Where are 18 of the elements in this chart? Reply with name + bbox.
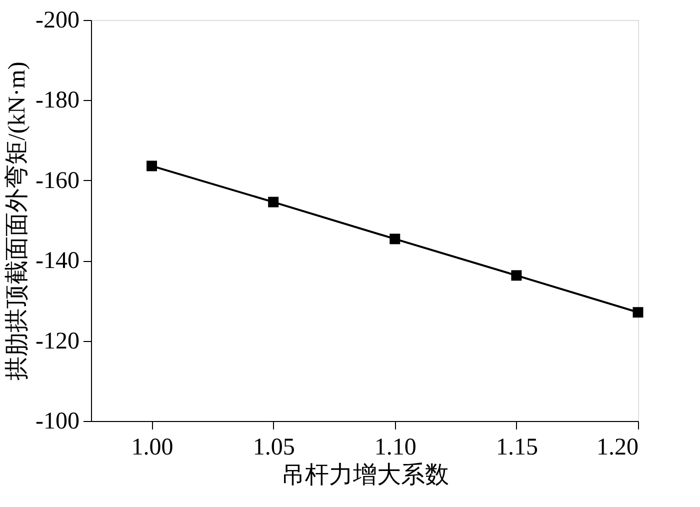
point xyxy=(268,196,279,208)
y-tick-label: -140 xyxy=(36,248,80,274)
x-tick-label: 1.20 xyxy=(596,434,638,460)
point xyxy=(632,307,644,318)
x-tick-label: 1.05 xyxy=(252,434,295,460)
y-tick-label: -100 xyxy=(36,408,80,434)
x-tick-label: 1.00 xyxy=(131,434,174,460)
y-tick-label: -200 xyxy=(36,8,80,34)
y-tick-label: -160 xyxy=(36,168,80,194)
x-tick-label: 1.15 xyxy=(496,434,538,460)
point xyxy=(390,234,400,244)
x-axis-title: 吊杆力增大系数 xyxy=(281,462,449,488)
point xyxy=(511,270,522,281)
y-tick-label: -120 xyxy=(36,328,80,354)
point xyxy=(146,160,158,172)
x-tick-label: 1.10 xyxy=(374,434,416,460)
y-axis-title: 拱肋拱顶截面面外弯矩/(kN·m) xyxy=(4,62,31,380)
y-tick-label: -180 xyxy=(36,88,80,114)
